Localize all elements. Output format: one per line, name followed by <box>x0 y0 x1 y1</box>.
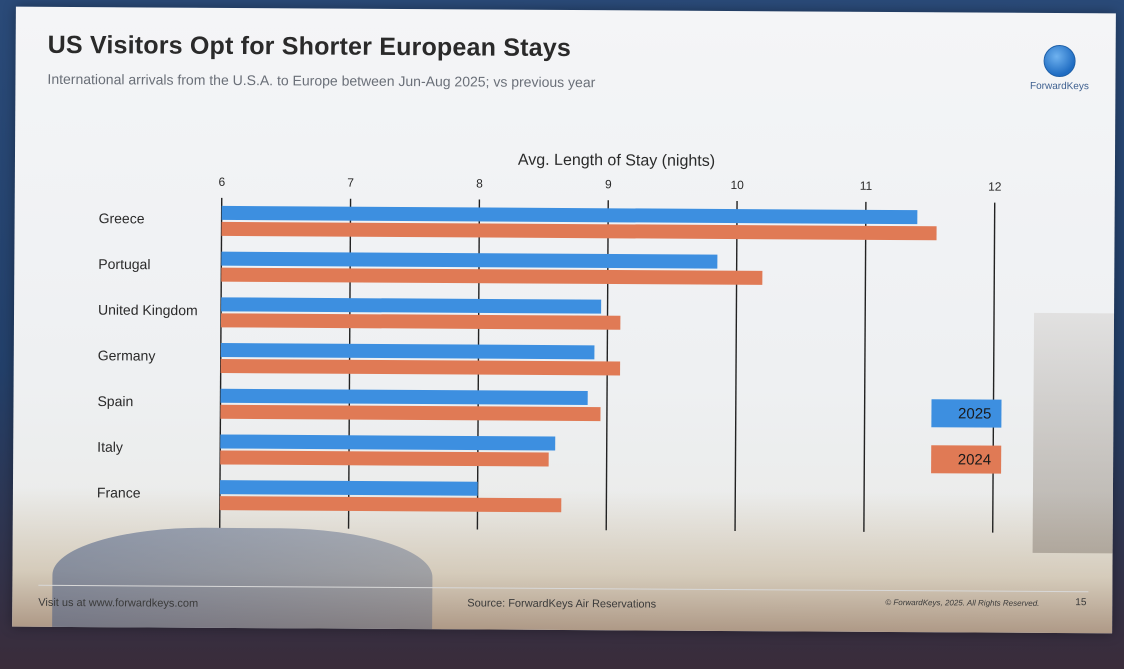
bar-2025-italy <box>220 434 556 451</box>
bar-2025-france <box>219 480 478 496</box>
bar-2024-united-kingdom <box>220 313 621 330</box>
gridline <box>992 202 996 533</box>
footer-website: Visit us at www.forwardkeys.com <box>38 596 199 610</box>
category-label: United Kingdom <box>98 302 198 319</box>
bar-2025-germany <box>220 343 595 360</box>
bar-2025-portugal <box>221 251 718 269</box>
chart-title: Avg. Length of Stay (nights) <box>518 152 715 170</box>
legend-swatch-2024 <box>931 445 1002 474</box>
bar-2024-france <box>219 496 562 513</box>
x-tick-label: 9 <box>605 177 612 191</box>
bar-2025-spain <box>220 388 588 406</box>
bar-2024-greece <box>221 221 937 241</box>
footer-source: Source: ForwardKeys Air Reservations <box>467 597 657 611</box>
category-label: Italy <box>97 439 123 455</box>
gridline <box>734 201 738 532</box>
legend-label-2025: 2025 <box>958 405 991 422</box>
legend-label-2024: 2024 <box>958 451 991 468</box>
bar-2024-italy <box>220 450 549 467</box>
gridline <box>863 201 867 532</box>
x-tick-label: 6 <box>218 175 225 189</box>
x-tick-label: 10 <box>730 178 744 192</box>
x-tick-label: 12 <box>988 180 1002 194</box>
bar-2024-portugal <box>221 267 763 285</box>
legend-swatch-2025 <box>931 399 1002 428</box>
slide: US Visitors Opt for Shorter European Sta… <box>12 6 1116 634</box>
category-label: Germany <box>98 347 156 363</box>
x-tick-label: 11 <box>860 179 873 193</box>
category-label: France <box>97 484 141 500</box>
category-label: Spain <box>97 393 133 409</box>
category-label: Greece <box>99 210 145 226</box>
bar-chart: Avg. Length of Stay (nights) 6 7 8 9 10 11 12 Gr… <box>97 152 1002 533</box>
category-label: Portugal <box>98 256 150 272</box>
bar-2025-united-kingdom <box>221 297 602 314</box>
bar-2024-spain <box>220 404 601 422</box>
bar-2025-greece <box>221 205 918 225</box>
x-tick-label: 8 <box>476 176 483 190</box>
x-tick-label: 7 <box>347 176 354 190</box>
page-number: 15 <box>1075 597 1087 609</box>
bar-2024-germany <box>220 359 621 376</box>
footer-copyright: © ForwardKeys, 2025. All Rights Reserved… <box>885 597 1040 608</box>
